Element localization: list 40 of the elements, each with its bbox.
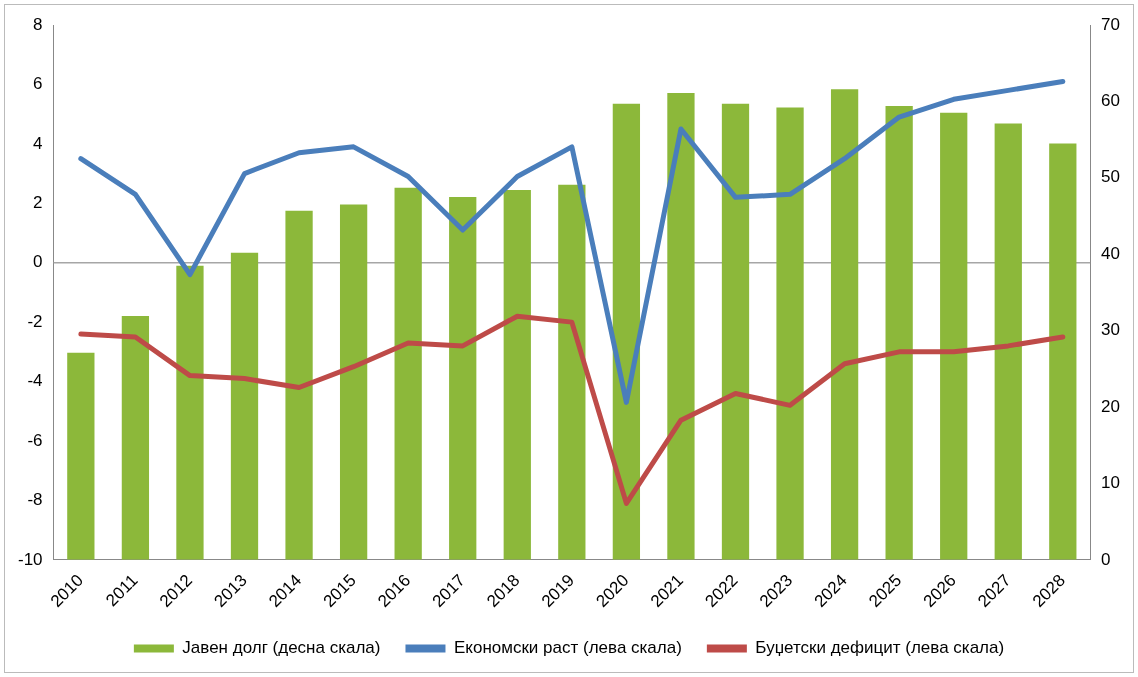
bar bbox=[558, 184, 586, 560]
legend-label: Економски раст (лева скала) bbox=[453, 638, 682, 658]
y-tick-label: 0 bbox=[33, 252, 43, 272]
legend-label: Јавен долг (десна скала) bbox=[182, 638, 381, 658]
y-tick-label: -2 bbox=[27, 311, 43, 331]
bar bbox=[176, 265, 204, 560]
bar bbox=[721, 103, 750, 560]
y2-tick-label: 60 bbox=[1101, 91, 1121, 111]
bar bbox=[885, 105, 913, 560]
bar bbox=[503, 190, 531, 560]
y-tick-label: 4 bbox=[33, 133, 43, 153]
y2-tick-label: 70 bbox=[1101, 14, 1121, 34]
bar bbox=[230, 252, 259, 560]
bar bbox=[994, 123, 1022, 560]
bar bbox=[67, 352, 95, 560]
bar bbox=[830, 89, 859, 560]
bar bbox=[776, 107, 804, 560]
y-tick-label: -10 bbox=[17, 549, 43, 569]
y2-tick-label: 40 bbox=[1101, 243, 1121, 263]
y2-tick-label: 0 bbox=[1101, 549, 1111, 569]
bar bbox=[121, 316, 150, 560]
bar bbox=[612, 103, 641, 560]
y2-tick-label: 10 bbox=[1101, 473, 1121, 493]
y-tick-label: -6 bbox=[27, 430, 43, 450]
legend-label: Буџетски дефицит (лева скала) bbox=[755, 638, 1005, 658]
y-tick-label: 8 bbox=[33, 14, 43, 34]
y-tick-label: -4 bbox=[27, 371, 43, 391]
y-tick-label: 6 bbox=[33, 74, 43, 94]
y-tick-label: 2 bbox=[33, 192, 43, 212]
y2-tick-label: 30 bbox=[1101, 320, 1121, 340]
bar bbox=[339, 204, 368, 560]
bar bbox=[667, 93, 695, 560]
y2-tick-label: 50 bbox=[1101, 167, 1121, 187]
bar bbox=[1049, 143, 1077, 560]
bar bbox=[394, 187, 422, 560]
y2-tick-label: 20 bbox=[1101, 396, 1121, 416]
bar bbox=[285, 210, 313, 560]
bar bbox=[449, 196, 477, 560]
bar bbox=[940, 112, 968, 560]
y-tick-label: -8 bbox=[27, 490, 43, 510]
